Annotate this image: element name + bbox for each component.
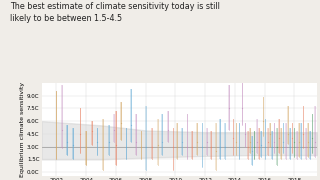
- Text: The best estimate of climate sensitivity today is still
likely to be between 1.5: The best estimate of climate sensitivity…: [10, 2, 220, 23]
- Y-axis label: Equilibrium climate sensitivity: Equilibrium climate sensitivity: [20, 82, 25, 177]
